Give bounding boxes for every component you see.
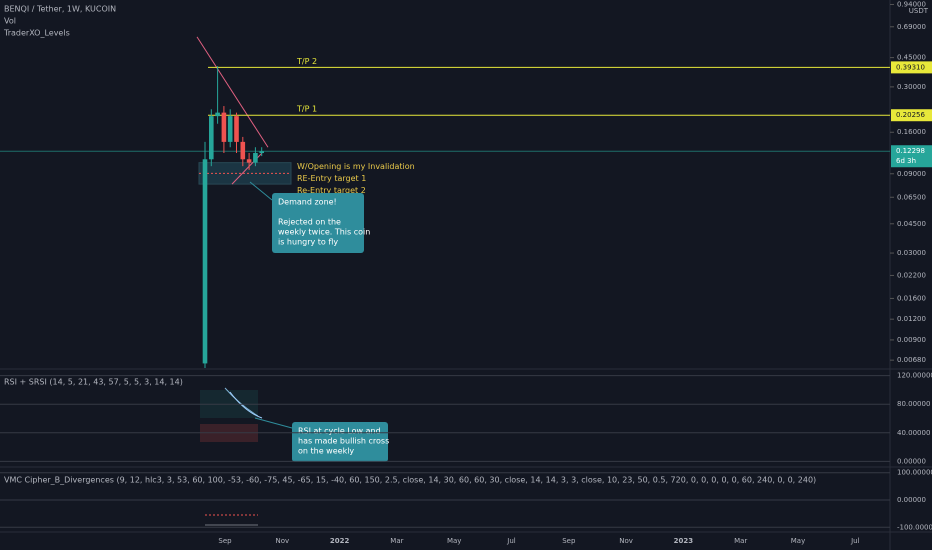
y-tick-label: 0.09000	[897, 170, 926, 178]
vol-label: Vol	[4, 17, 16, 26]
x-tick-label: Jul	[850, 537, 860, 545]
x-tick-label: 2022	[330, 537, 350, 545]
x-tick-label: May	[447, 537, 461, 545]
level-label: 0.39310	[896, 63, 925, 71]
level-tag	[891, 109, 932, 122]
candle-body	[253, 153, 258, 163]
price-tag	[891, 145, 932, 168]
annotation-text: Demand zone!	[278, 198, 337, 207]
level-name: T/P 1	[296, 105, 317, 114]
candle-body	[259, 151, 264, 154]
y-tick-label: 0.94000	[897, 0, 926, 8]
x-tick-label: May	[791, 537, 805, 545]
candle-body	[227, 116, 233, 142]
y-tick-label: 0.02200	[897, 271, 926, 279]
symbol-title: BENQI / Tether, 1W, KUCOIN	[4, 5, 116, 14]
candle-body	[240, 141, 246, 160]
annotation-pointer	[249, 181, 273, 201]
x-tick-label: Nov	[619, 537, 633, 545]
annotation-text: on the weekly	[298, 447, 354, 456]
x-tick-label: Mar	[734, 537, 747, 545]
annotation-pointer	[254, 417, 293, 429]
y-tick-label: 0.30000	[897, 83, 926, 91]
rsi-curve	[229, 391, 263, 419]
annotation-text: RSI at cycle Low and	[298, 427, 381, 436]
indicator-label: TraderXO_Levels	[3, 29, 70, 38]
y-tick-label: 120.00000	[897, 372, 932, 380]
y-tick-label: -100.00000	[897, 523, 932, 531]
y-tick-label: 40.00000	[897, 429, 930, 437]
y-tick-label: 0.03000	[897, 249, 926, 257]
candle-body	[202, 159, 208, 364]
zone-label: W/Opening is my Invalidation	[297, 162, 415, 171]
y-tick-label: 0.00000	[897, 496, 926, 504]
y-tick-label: 0.04500	[897, 220, 926, 228]
y-tick-label: 0.06500	[897, 193, 926, 201]
rsi-title: RSI + SRSI (14, 5, 21, 43, 57, 5, 5, 3, …	[4, 378, 183, 387]
y-tick-label: 0.01200	[897, 315, 926, 323]
zone-label: Re-Entry target 2	[297, 186, 366, 195]
price-label: 0.12298	[896, 147, 925, 155]
x-tick-label: Mar	[390, 537, 403, 545]
candle-body	[221, 112, 227, 142]
candle-body	[215, 112, 220, 117]
x-tick-label: Nov	[275, 537, 289, 545]
vmc-title: VMC Cipher_B_Divergences (9, 12, hlc3, 3…	[4, 476, 816, 485]
level-name: T/P 2	[296, 57, 317, 66]
annotation-box	[292, 422, 388, 462]
level-label: 0.20256	[896, 111, 925, 119]
y-tick-label: 0.00900	[897, 336, 926, 344]
y-tick-label: 0.69000	[897, 23, 926, 31]
candle-body	[209, 116, 214, 160]
x-tick-label: Sep	[218, 537, 232, 545]
trend-line	[196, 36, 269, 148]
currency: USDT	[909, 7, 929, 15]
y-tick-label: 0.45000	[897, 54, 926, 62]
annotation-text: has made bullish cross	[298, 437, 389, 446]
x-tick-label: Sep	[562, 537, 576, 545]
x-tick-label: Jul	[506, 537, 516, 545]
candle-body	[234, 116, 239, 142]
rsi-curve	[224, 387, 259, 417]
annotation-box	[272, 193, 364, 253]
annotation-text: is hungry to fly	[278, 238, 338, 247]
annotation-text: weekly twice. This coin	[278, 228, 370, 237]
x-tick-label: 2023	[674, 537, 694, 545]
zone-label: RE-Entry target 1	[297, 174, 366, 183]
y-tick-label: 80.00000	[897, 400, 930, 408]
countdown: 6d 3h	[896, 157, 916, 165]
y-tick-label: 0.00680	[897, 356, 926, 364]
annotation-text: Rejected on the	[278, 218, 341, 227]
y-tick-label: 0.00000	[897, 457, 926, 465]
y-tick-label: 100.00000	[897, 469, 932, 477]
y-tick-label: 0.01600	[897, 294, 926, 302]
y-tick-label: 0.16000	[897, 128, 926, 136]
level-tag	[891, 61, 932, 74]
candle-body	[246, 159, 252, 163]
